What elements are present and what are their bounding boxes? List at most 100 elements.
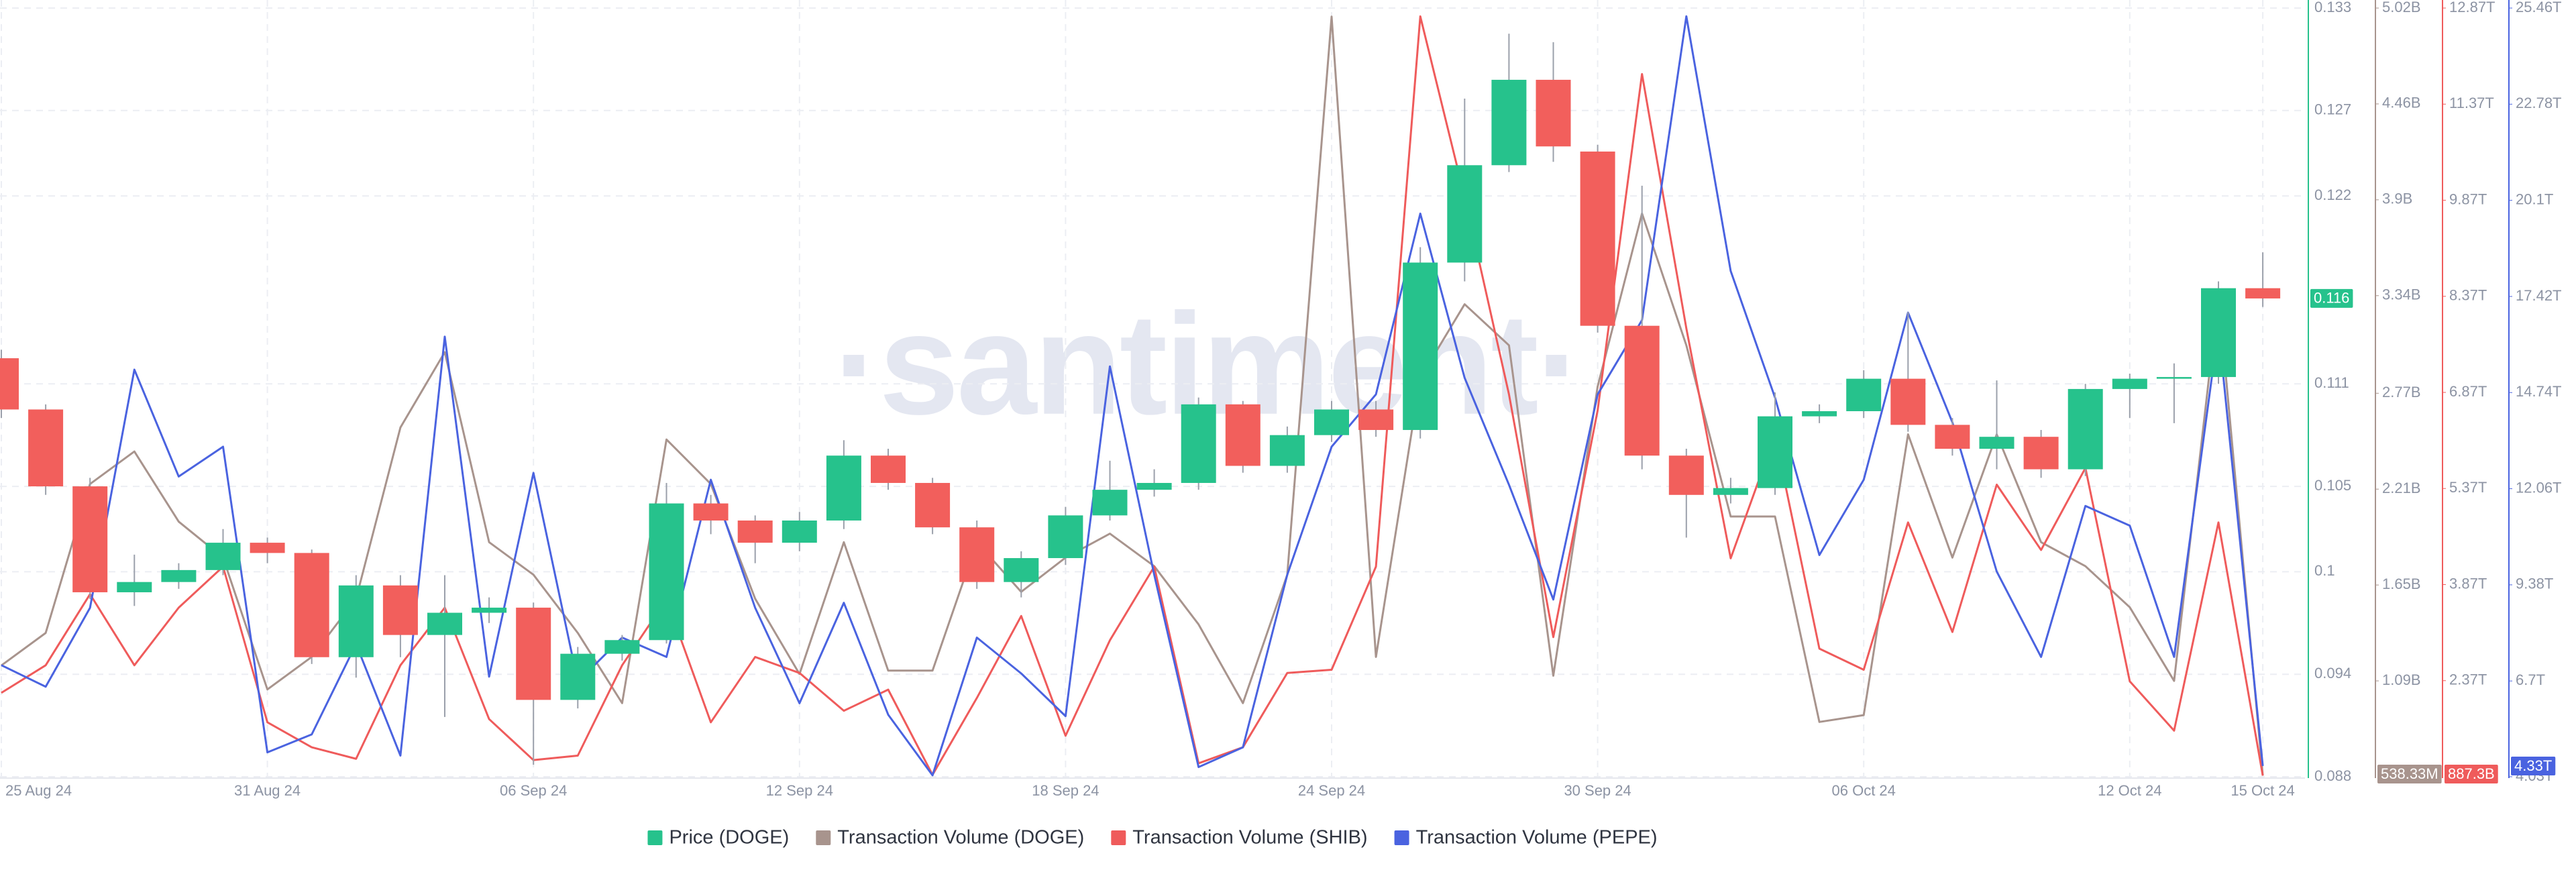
y-tick-label: 3.9B (2382, 190, 2412, 207)
y-tick-label: 9.38T (2516, 576, 2553, 592)
axes: 0.088 0.094 0.1 0.105 0.111 0.122 0.127 0.133 25… (0, 0, 2562, 799)
y-tick-label: 3.34B (2382, 286, 2421, 303)
candle-body (0, 358, 19, 410)
candle-body (1403, 262, 1438, 431)
candle-body (560, 653, 596, 700)
legend: Price (DOGE) Transaction Volume (DOGE) Tra… (647, 827, 1658, 849)
candle-body (1358, 409, 1394, 431)
candle-body (1624, 325, 1660, 456)
volume-badge: 887.3B (2445, 765, 2498, 783)
y-tick-label: 0.133 (2314, 0, 2351, 15)
candle-body (2156, 377, 2192, 379)
candle-body (516, 607, 551, 700)
x-tick-label: 25 Aug 24 (5, 782, 72, 799)
volume-line (1, 15, 2264, 776)
y-tick-label: 11.37T (2449, 95, 2494, 111)
y-tick-label: 0.094 (2314, 665, 2351, 682)
y-tick-label: 4.46B (2382, 95, 2421, 111)
legend-swatch (647, 830, 663, 845)
volume-badge-text: 538.33M (2381, 765, 2438, 782)
candle-body (826, 455, 861, 521)
candle-body (72, 486, 108, 592)
candle-body (1758, 416, 1792, 488)
candle-body (28, 409, 64, 487)
volume-badge: 4.33T (2511, 756, 2556, 775)
candle-body (1890, 378, 1926, 425)
legend-label: Transaction Volume (SHIB) (1132, 827, 1367, 849)
candle-body (2112, 378, 2147, 389)
candle-body (1979, 437, 2015, 449)
plot-area (0, 15, 2281, 777)
candle-body (737, 521, 773, 543)
x-tick-label: 18 Sep 24 (1032, 782, 1099, 799)
y-tick-label: 6.7T (2516, 671, 2545, 688)
volume-badge: 538.33M (2377, 765, 2442, 783)
y-tick-label: 17.42T (2516, 287, 2562, 304)
candle-body (2245, 288, 2281, 298)
candle-body (1136, 482, 1172, 490)
candle-body (959, 527, 995, 582)
x-tick-label: 24 Sep 24 (1298, 782, 1365, 799)
legend-label: Transaction Volume (PEPE) (1416, 827, 1658, 849)
candle-body (161, 569, 197, 582)
candle-body (1225, 404, 1260, 466)
y-tick-label: 1.09B (2382, 671, 2421, 688)
candle-body (250, 543, 285, 553)
y-tick-label: 0.111 (2314, 374, 2349, 391)
y-tick-label: 2.77B (2382, 384, 2421, 400)
candle-body (1314, 409, 1349, 435)
y-tick-label: 22.78T (2516, 95, 2562, 111)
y-tick-label: 0.088 (2314, 767, 2351, 784)
x-tick-label: 15 Oct 24 (2231, 782, 2294, 799)
x-tick-label: 12 Sep 24 (766, 782, 833, 799)
candle-body (1447, 165, 1483, 263)
candle-body (915, 482, 951, 528)
legend-label: Price (DOGE) (669, 827, 789, 849)
candle-body (1935, 425, 1970, 449)
y-tick-label: 5.37T (2449, 479, 2487, 496)
y-tick-label: 12.06T (2516, 479, 2562, 496)
candle-body (1092, 490, 1128, 516)
y-tick-label: 8.37T (2449, 287, 2487, 304)
legend-swatch (816, 830, 831, 845)
legend-swatch (1394, 830, 1409, 845)
legend-swatch (1111, 830, 1126, 845)
y-tick-label: 20.1T (2516, 190, 2553, 207)
candle-body (427, 612, 462, 635)
volume-line (1, 15, 2264, 776)
candle-body (1580, 151, 1615, 326)
candle-body (2068, 388, 2103, 470)
candle-body (294, 553, 329, 657)
y-tick-label: 0.127 (2314, 101, 2351, 118)
x-tick-label: 06 Oct 24 (1832, 782, 1896, 799)
y-tick-label: 1.65B (2382, 576, 2421, 592)
y-tick-label: 0.122 (2314, 186, 2351, 203)
candle-body (1269, 435, 1305, 466)
y-tick-label: 25.46T (2516, 0, 2562, 15)
x-tick-label: 12 Oct 24 (2098, 782, 2161, 799)
y-tick-label: 0.105 (2314, 477, 2351, 494)
legend-label: Transaction Volume (DOGE) (837, 827, 1084, 849)
price-badge-bg (2310, 288, 2353, 308)
y-tick-label: 9.87T (2449, 190, 2487, 207)
price-badge-text: 0.116 (2314, 290, 2349, 307)
candle-body (117, 582, 152, 592)
y-tick-label: 3.87T (2449, 575, 2487, 592)
volume-badge-text: 4.33T (2514, 757, 2552, 774)
candle-body (1048, 515, 1083, 559)
candle-body (1181, 404, 1216, 483)
candle-body (2023, 437, 2059, 470)
y-tick-label: 0.1 (2314, 562, 2335, 579)
candle-body (2201, 288, 2236, 378)
candle-body (1713, 488, 1748, 495)
candle-body (1846, 378, 1882, 412)
volume-badge-bg (2445, 765, 2498, 783)
y-tick-label: 2.21B (2382, 480, 2421, 496)
volume-badge-text: 887.3B (2448, 765, 2495, 782)
candle-body (1668, 455, 1704, 495)
y-tick-label: 12.87T (2449, 0, 2496, 15)
volume-badge-bg (2511, 756, 2556, 775)
candle-body (649, 503, 684, 641)
